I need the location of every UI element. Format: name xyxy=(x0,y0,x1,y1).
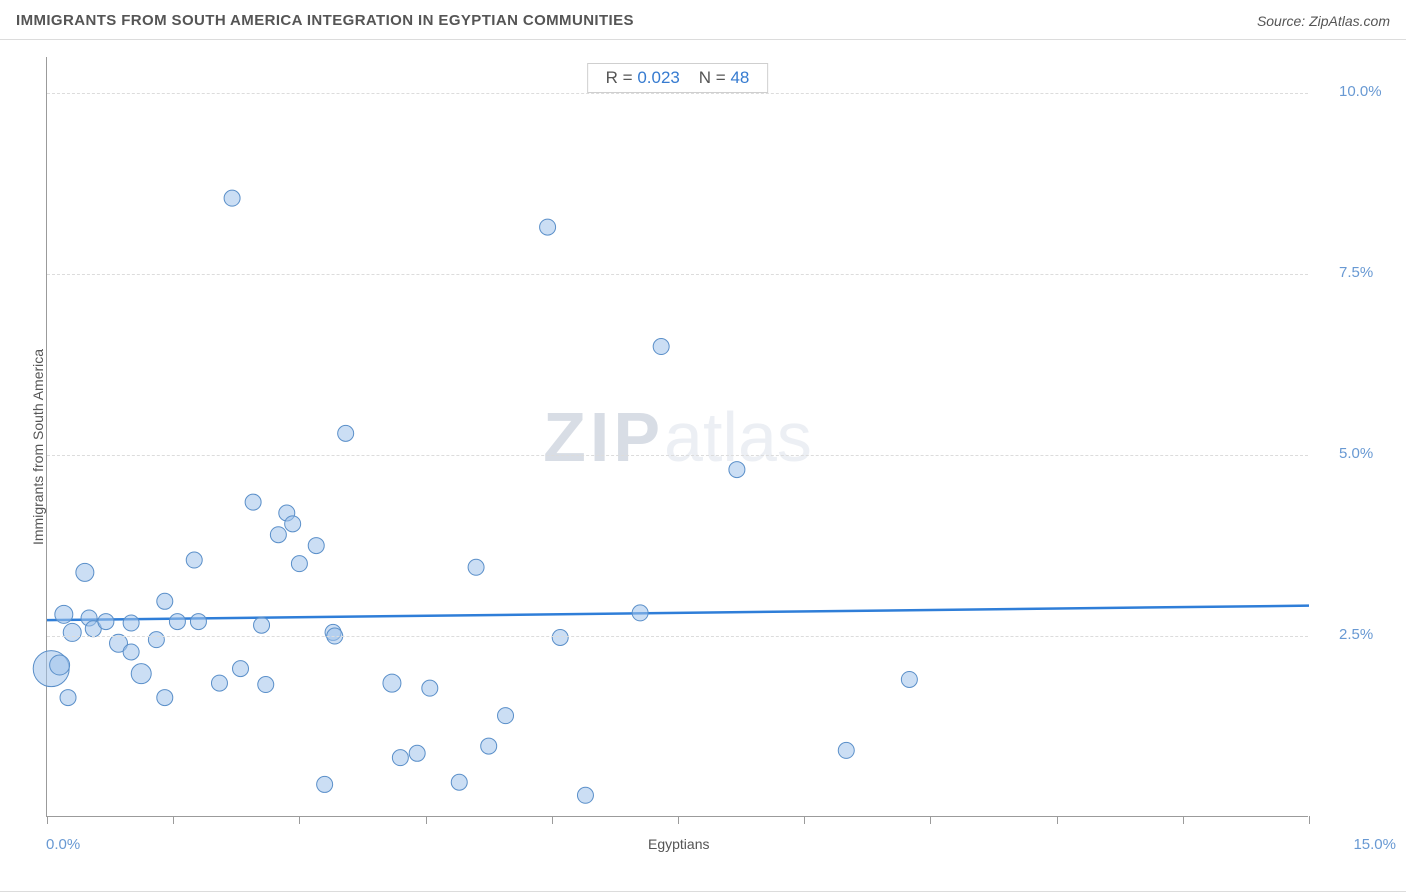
y-tick-label: 7.5% xyxy=(1339,264,1373,281)
data-point xyxy=(60,690,76,706)
data-point xyxy=(169,614,185,630)
grid-line xyxy=(47,93,1308,94)
data-point xyxy=(76,563,94,581)
x-tick xyxy=(1183,816,1184,824)
data-point xyxy=(653,339,669,355)
data-point xyxy=(422,680,438,696)
x-min-label: 0.0% xyxy=(46,836,80,853)
data-point xyxy=(123,644,139,660)
data-point xyxy=(270,527,286,543)
data-point xyxy=(258,677,274,693)
data-point xyxy=(291,556,307,572)
data-point xyxy=(98,614,114,630)
data-point xyxy=(55,605,73,623)
grid-line xyxy=(47,636,1308,637)
page-title: IMMIGRANTS FROM SOUTH AMERICA INTEGRATIO… xyxy=(16,12,634,29)
data-point xyxy=(50,655,70,675)
data-point xyxy=(901,671,917,687)
grid-line xyxy=(47,455,1308,456)
x-tick xyxy=(552,816,553,824)
data-point xyxy=(577,787,593,803)
y-tick-label: 5.0% xyxy=(1339,445,1373,462)
data-point xyxy=(285,516,301,532)
data-point xyxy=(63,623,81,641)
x-axis-label: Egyptians xyxy=(648,836,709,852)
y-axis-label: Immigrants from South America xyxy=(30,349,46,545)
y-tick-label: 10.0% xyxy=(1339,83,1382,100)
data-point xyxy=(838,742,854,758)
scatter-chart: ZIPatlas R = 0.023 N = 48 2.5%5.0%7.5%10… xyxy=(46,57,1308,817)
x-tick xyxy=(678,816,679,824)
data-point xyxy=(148,632,164,648)
data-point xyxy=(481,738,497,754)
stats-box: R = 0.023 N = 48 xyxy=(587,63,769,93)
n-label: N = xyxy=(699,68,726,87)
x-tick xyxy=(1057,816,1058,824)
data-point xyxy=(245,494,261,510)
data-point xyxy=(409,745,425,761)
data-point xyxy=(308,538,324,554)
x-tick xyxy=(47,816,48,824)
y-tick-label: 2.5% xyxy=(1339,626,1373,643)
header-bar: IMMIGRANTS FROM SOUTH AMERICA INTEGRATIO… xyxy=(0,0,1406,40)
data-point xyxy=(451,774,467,790)
data-point xyxy=(729,462,745,478)
x-tick xyxy=(173,816,174,824)
grid-line xyxy=(47,274,1308,275)
x-tick xyxy=(804,816,805,824)
source-label: Source: ZipAtlas.com xyxy=(1257,13,1390,29)
data-point xyxy=(233,661,249,677)
r-label: R = xyxy=(606,68,633,87)
data-point xyxy=(392,750,408,766)
data-point xyxy=(211,675,227,691)
n-value: 48 xyxy=(730,68,749,87)
data-point xyxy=(552,629,568,645)
x-max-label: 15.0% xyxy=(1353,836,1396,853)
data-point xyxy=(186,552,202,568)
data-point xyxy=(540,219,556,235)
data-point xyxy=(254,617,270,633)
data-point xyxy=(317,776,333,792)
data-point xyxy=(131,664,151,684)
data-point xyxy=(498,708,514,724)
x-tick xyxy=(930,816,931,824)
data-point xyxy=(190,614,206,630)
data-point xyxy=(468,559,484,575)
data-point xyxy=(338,425,354,441)
x-tick xyxy=(1309,816,1310,824)
data-point xyxy=(157,593,173,609)
r-value: 0.023 xyxy=(637,68,680,87)
data-point xyxy=(632,605,648,621)
x-tick xyxy=(299,816,300,824)
plot-svg xyxy=(47,57,1308,816)
data-point xyxy=(383,674,401,692)
data-point xyxy=(224,190,240,206)
data-point xyxy=(123,615,139,631)
data-point xyxy=(157,690,173,706)
x-tick xyxy=(426,816,427,824)
trend-line xyxy=(47,606,1309,620)
